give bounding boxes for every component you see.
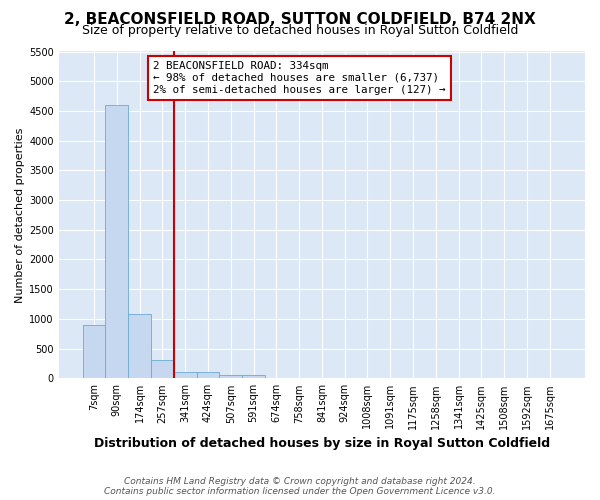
Bar — [174, 372, 197, 378]
Bar — [197, 372, 220, 378]
Bar — [151, 360, 174, 378]
Bar — [128, 314, 151, 378]
Bar — [106, 105, 128, 378]
Text: 2, BEACONSFIELD ROAD, SUTTON COLDFIELD, B74 2NX: 2, BEACONSFIELD ROAD, SUTTON COLDFIELD, … — [64, 12, 536, 28]
Bar — [83, 325, 106, 378]
Text: Contains HM Land Registry data © Crown copyright and database right 2024.
Contai: Contains HM Land Registry data © Crown c… — [104, 476, 496, 496]
Bar — [242, 376, 265, 378]
Bar — [220, 376, 242, 378]
X-axis label: Distribution of detached houses by size in Royal Sutton Coldfield: Distribution of detached houses by size … — [94, 437, 550, 450]
Text: 2 BEACONSFIELD ROAD: 334sqm
← 98% of detached houses are smaller (6,737)
2% of s: 2 BEACONSFIELD ROAD: 334sqm ← 98% of det… — [154, 62, 446, 94]
Y-axis label: Number of detached properties: Number of detached properties — [15, 127, 25, 302]
Text: Size of property relative to detached houses in Royal Sutton Coldfield: Size of property relative to detached ho… — [82, 24, 518, 37]
